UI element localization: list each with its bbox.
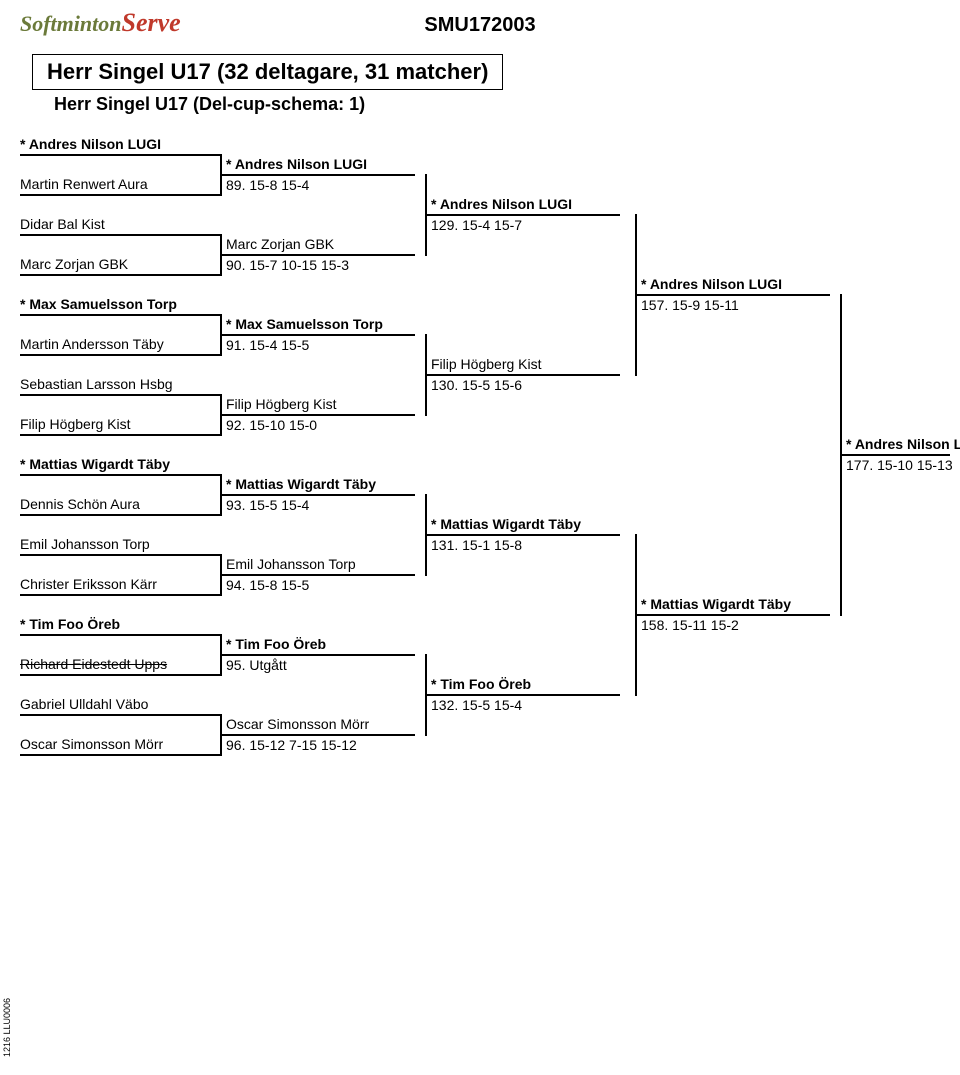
r0-player-10: Emil Johansson Torp [20, 536, 150, 552]
r0-player-15: Oscar Simonsson Mörr [20, 736, 163, 752]
r0-player-14: Gabriel Ulldahl Väbo [20, 696, 148, 712]
event-title-box: Herr Singel U17 (32 deltagare, 31 matche… [32, 54, 503, 90]
r0-player-7: Filip Högberg Kist [20, 416, 131, 432]
r2-score-0: 129. 15-4 15-7 [431, 217, 522, 233]
r1-score-0: 89. 15-8 15-4 [226, 177, 309, 193]
logo-word-2: Serve [121, 8, 180, 37]
r4-score-0: 177. 15-10 15-13 [846, 457, 953, 473]
r0-player-5: Martin Andersson Täby [20, 336, 164, 352]
r2-winner-3: * Tim Foo Öreb [431, 676, 531, 692]
r0-player-12: * Tim Foo Öreb [20, 616, 120, 632]
r0-player-4: * Max Samuelsson Torp [20, 296, 177, 312]
r0-player-13: Richard Eidestedt Upps [20, 656, 167, 672]
r0-player-2: Didar Bal Kist [20, 216, 105, 232]
footer-code: 1216 LLU0006 [2, 998, 12, 1057]
r0-player-1: Martin Renwert Aura [20, 176, 148, 192]
r1-score-2: 91. 15-4 15-5 [226, 337, 309, 353]
r1-score-3: 92. 15-10 15-0 [226, 417, 317, 433]
r0-player-6: Sebastian Larsson Hsbg [20, 376, 173, 392]
subevent-title: Herr Singel U17 (Del-cup-schema: 1) [54, 94, 365, 115]
r0-player-0: * Andres Nilson LUGI [20, 136, 161, 152]
r2-winner-1: Filip Högberg Kist [431, 356, 542, 372]
r1-winner-6: * Tim Foo Öreb [226, 636, 326, 652]
r0-player-9: Dennis Schön Aura [20, 496, 140, 512]
r3-winner-1: * Mattias Wigardt Täby [641, 596, 791, 612]
r0-player-3: Marc Zorjan GBK [20, 256, 128, 272]
page-title: SMU172003 [424, 14, 535, 37]
r1-winner-0: * Andres Nilson LUGI [226, 156, 367, 172]
r1-winner-5: Emil Johansson Torp [226, 556, 356, 572]
r3-score-0: 157. 15-9 15-11 [641, 297, 739, 313]
r1-score-1: 90. 15-7 10-15 15-3 [226, 257, 349, 273]
r2-score-3: 132. 15-5 15-4 [431, 697, 522, 713]
r1-score-4: 93. 15-5 15-4 [226, 497, 309, 513]
logo-word-1: Softminton [20, 11, 121, 36]
r0-player-11: Christer Eriksson Kärr [20, 576, 157, 592]
r2-winner-2: * Mattias Wigardt Täby [431, 516, 581, 532]
r2-winner-0: * Andres Nilson LUGI [431, 196, 572, 212]
r1-score-7: 96. 15-12 7-15 15-12 [226, 737, 357, 753]
r1-winner-4: * Mattias Wigardt Täby [226, 476, 376, 492]
r1-winner-3: Filip Högberg Kist [226, 396, 337, 412]
r2-score-2: 131. 15-1 15-8 [431, 537, 522, 553]
r1-winner-1: Marc Zorjan GBK [226, 236, 334, 252]
r1-score-6: 95. Utgått [226, 657, 287, 673]
r3-score-1: 158. 15-11 15-2 [641, 617, 739, 633]
r1-score-5: 94. 15-8 15-5 [226, 577, 309, 593]
r1-winner-2: * Max Samuelsson Torp [226, 316, 383, 332]
r1-winner-7: Oscar Simonsson Mörr [226, 716, 369, 732]
r3-winner-0: * Andres Nilson LUGI [641, 276, 782, 292]
r4-winner-0: * Andres Nilson LUGI [846, 436, 960, 452]
r2-score-1: 130. 15-5 15-6 [431, 377, 522, 393]
logo: SoftmintonServe [20, 8, 181, 38]
bracket-diagram: * Andres Nilson LUGI Martin Renwert Aura D… [20, 140, 940, 1075]
r0-player-8: * Mattias Wigardt Täby [20, 456, 170, 472]
